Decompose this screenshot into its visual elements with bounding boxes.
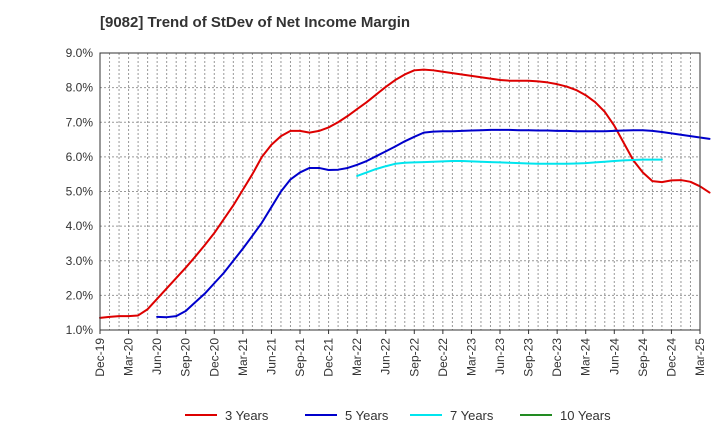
x-tick-label: Sep-24 [636, 338, 650, 377]
x-axis-ticks: Dec-19 Mar-20 Jun-20 Sep-20 Dec-20 Mar-21 Jun-… [93, 330, 707, 377]
x-tick-label: Mar-25 [693, 338, 707, 376]
y-tick-label: 2.0% [66, 288, 94, 302]
series-line-3-years [99, 68, 711, 319]
x-tick-label: Dec-23 [550, 338, 564, 377]
x-tick-label: Dec-24 [664, 338, 678, 377]
x-tick-label: Jun-23 [493, 338, 507, 375]
x-tick-label: Dec-19 [93, 338, 107, 377]
series-line-7-years [356, 158, 663, 177]
x-tick-label: Jun-20 [150, 338, 164, 375]
y-tick-label: 8.0% [66, 81, 94, 95]
series-line-5-years [156, 128, 711, 319]
x-tick-label: Dec-21 [322, 338, 336, 377]
x-tick-label: Sep-22 [407, 338, 421, 377]
y-tick-label: 9.0% [66, 46, 94, 60]
y-axis-ticks: 1.0% 2.0% 3.0% 4.0% 5.0% 6.0% 7.0% 8.0% 9.0% [66, 46, 94, 337]
x-tick-label: Sep-21 [293, 338, 307, 377]
x-tick-label: Dec-20 [207, 338, 221, 377]
y-tick-label: 6.0% [66, 150, 94, 164]
y-tick-label: 5.0% [66, 185, 94, 199]
x-tick-label: Jun-22 [379, 338, 393, 375]
x-tick-label: Sep-23 [522, 338, 536, 377]
x-tick-label: Jun-24 [607, 338, 621, 375]
legend-label: 5 Years [345, 408, 389, 423]
grid [100, 53, 700, 330]
x-tick-label: Jun-21 [264, 338, 278, 375]
x-tick-label: Mar-24 [579, 338, 593, 376]
plot-frame [99, 52, 701, 331]
legend: 3 Years 5 Years 7 Years 10 Years [185, 408, 611, 423]
x-tick-label: Mar-22 [350, 338, 364, 376]
x-tick-label: Mar-23 [464, 338, 478, 376]
x-tick-label: Sep-20 [179, 338, 193, 377]
y-tick-label: 4.0% [66, 219, 94, 233]
legend-label: 3 Years [225, 408, 269, 423]
x-tick-label: Mar-20 [122, 338, 136, 376]
y-tick-label: 7.0% [66, 115, 94, 129]
y-tick-label: 3.0% [66, 254, 94, 268]
legend-label: 10 Years [560, 408, 611, 423]
y-tick-label: 1.0% [66, 323, 94, 337]
x-tick-label: Mar-21 [236, 338, 250, 376]
x-tick-label: Dec-22 [436, 338, 450, 377]
chart-title: [9082] Trend of StDev of Net Income Marg… [100, 14, 410, 31]
legend-label: 7 Years [450, 408, 494, 423]
series-lines [99, 68, 711, 319]
